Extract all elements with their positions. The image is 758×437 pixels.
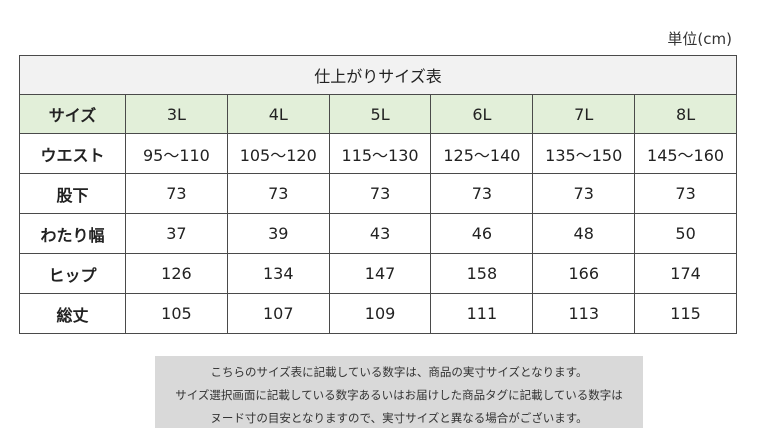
table-cell: 113: [532, 293, 636, 334]
table-cell: 109: [328, 293, 432, 334]
table-cell: 48: [532, 213, 636, 254]
table-row-inseam: 股下 73 73 73 73 73 73: [19, 173, 737, 214]
row-label: ヒップ: [19, 253, 126, 294]
row-label: ウエスト: [19, 133, 126, 174]
table-row-thigh-width: わたり幅 37 39 43 46 48 50: [19, 213, 737, 254]
table-cell: 105: [125, 293, 228, 334]
table-row-hip: ヒップ 126 134 147 158 166 174: [19, 253, 737, 294]
note-line: ヌード寸の目安となりますので、実寸サイズと異なる場合がございます。: [210, 411, 588, 425]
row-label: 総丈: [19, 293, 126, 334]
size-chart-table: 仕上がりサイズ表 サイズ 3L 4L 5L 6L 7L 8L ウエスト 95～1…: [19, 55, 737, 334]
table-cell: 174: [634, 253, 737, 294]
table-cell: 46: [430, 213, 534, 254]
size-note-box: こちらのサイズ表に記載している数字は、商品の実寸サイズとなります。 サイズ選択画…: [155, 356, 643, 428]
table-cell: 135～150: [532, 133, 636, 174]
size-header-4l: 4L: [226, 94, 330, 134]
size-header-8l: 8L: [634, 94, 737, 134]
note-line: サイズ選択画面に記載している数字あるいはお届けした商品タグに記載している数字は: [175, 388, 623, 402]
table-cell: 43: [328, 213, 432, 254]
table-cell: 95～110: [125, 133, 228, 174]
table-cell: 158: [430, 253, 534, 294]
table-cell: 125～140: [430, 133, 534, 174]
table-cell: 50: [634, 213, 737, 254]
table-cell: 73: [226, 173, 330, 214]
table-cell: 166: [532, 253, 636, 294]
table-row-total-length: 総丈 105 107 109 111 113 115: [19, 293, 737, 334]
table-cell: 39: [226, 213, 330, 254]
table-cell: 73: [430, 173, 534, 214]
size-header-3l: 3L: [125, 94, 228, 134]
size-header-label: サイズ: [19, 94, 126, 134]
size-header-7l: 7L: [532, 94, 636, 134]
table-cell: 73: [125, 173, 228, 214]
table-cell: 147: [328, 253, 432, 294]
table-cell: 126: [125, 253, 228, 294]
table-row-waist: ウエスト 95～110 105～120 115～130 125～140 135～…: [19, 133, 737, 174]
table-header-row: サイズ 3L 4L 5L 6L 7L 8L: [19, 94, 737, 134]
size-header-5l: 5L: [328, 94, 432, 134]
row-label: わたり幅: [19, 213, 126, 254]
table-title-row: 仕上がりサイズ表: [19, 55, 737, 95]
note-line: こちらのサイズ表に記載している数字は、商品の実寸サイズとなります。: [210, 365, 588, 379]
table-cell: 115～130: [328, 133, 432, 174]
table-title: 仕上がりサイズ表: [19, 55, 737, 95]
table-cell: 73: [328, 173, 432, 214]
table-cell: 37: [125, 213, 228, 254]
table-cell: 115: [634, 293, 737, 334]
size-header-6l: 6L: [430, 94, 534, 134]
table-cell: 73: [634, 173, 737, 214]
table-cell: 73: [532, 173, 636, 214]
table-cell: 105～120: [226, 133, 330, 174]
table-cell: 107: [226, 293, 330, 334]
table-cell: 111: [430, 293, 534, 334]
table-cell: 145～160: [634, 133, 737, 174]
row-label: 股下: [19, 173, 126, 214]
table-cell: 134: [226, 253, 330, 294]
unit-label: 単位(cm): [667, 30, 732, 48]
